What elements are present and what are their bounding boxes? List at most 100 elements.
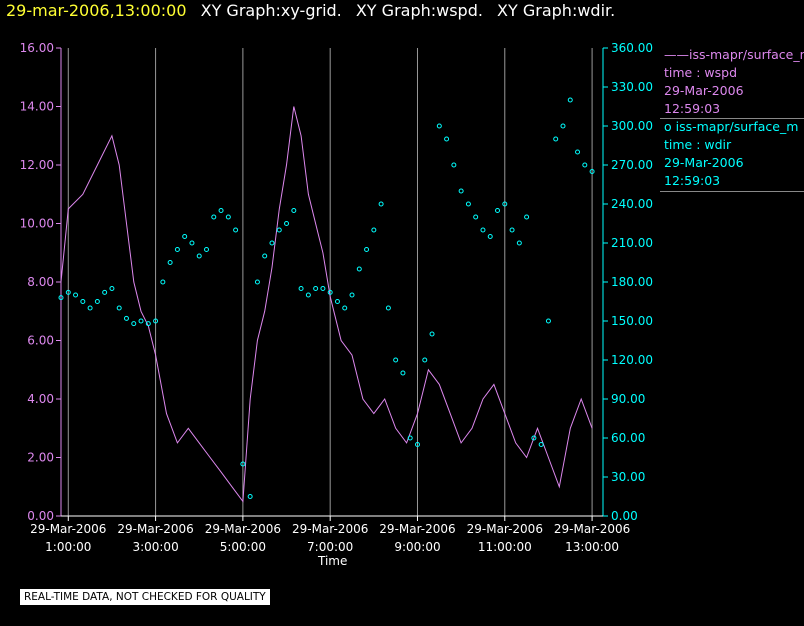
- data-point-wdir: [276, 227, 282, 233]
- x-tick-label-time: 5:00:00: [220, 540, 266, 554]
- data-point-wdir: [582, 162, 588, 168]
- data-point-wdir: [211, 214, 217, 220]
- data-point-wdir: [538, 442, 544, 447]
- data-point-wdir: [131, 321, 137, 327]
- data-point-wdir: [80, 299, 86, 304]
- x-tick-label-time: 1:00:00: [45, 540, 91, 554]
- quality-notice: REAL-TIME DATA, NOT CHECKED FOR QUALITY: [20, 589, 270, 605]
- data-point-wdir: [422, 357, 428, 363]
- data-point-wdir: [400, 370, 406, 376]
- legend: ——iss-mapr/surface_m time : wspd 29-Mar-…: [664, 46, 804, 190]
- y-left-tick-label: 8.00: [27, 275, 54, 289]
- legend-wspd-line: ——iss-mapr/surface_m: [664, 47, 804, 62]
- data-point-wdir: [240, 461, 246, 467]
- data-point-wdir: [371, 227, 377, 233]
- y-left-tick-label: 16.00: [20, 41, 54, 55]
- data-point-wdir: [123, 315, 129, 321]
- y-left-tick-label: 4.00: [27, 392, 54, 406]
- header-title-wspd: XY Graph:wspd.: [355, 1, 483, 20]
- y-right-tick-label: 0.00: [611, 509, 638, 523]
- legend-separator: [660, 118, 804, 119]
- y-left-tick-label: 2.00: [27, 451, 54, 465]
- legend-wdir-date: 29-Mar-2006: [664, 155, 744, 170]
- data-point-wdir: [444, 136, 450, 142]
- x-axis-title: Time: [318, 554, 348, 568]
- data-point-wdir: [545, 318, 551, 324]
- x-tick-label-date: 29-Mar-2006: [467, 522, 543, 536]
- data-point-wdir: [116, 305, 122, 311]
- data-point-wdir: [153, 318, 159, 324]
- x-tick-label-time: 13:00:00: [565, 540, 619, 554]
- data-point-wdir: [73, 292, 79, 298]
- data-point-wdir: [436, 123, 442, 129]
- legend-wspd-time: 12:59:03: [664, 101, 721, 116]
- data-point-wdir: [385, 305, 391, 311]
- data-point-wdir: [465, 201, 471, 207]
- data-point-wdir: [567, 97, 573, 103]
- data-point-wdir: [480, 227, 486, 233]
- data-point-wdir: [291, 208, 297, 213]
- y-right-tick-label: 150.00: [611, 314, 653, 328]
- data-point-wdir: [160, 279, 166, 285]
- data-point-wdir: [225, 214, 231, 220]
- x-tick-label-time: 9:00:00: [394, 540, 440, 554]
- series-line-wspd: [60, 106, 593, 503]
- data-point-wdir: [65, 289, 71, 295]
- y-right-tick-label: 30.00: [611, 470, 645, 484]
- y-right-tick-label: 240.00: [611, 197, 653, 211]
- legend-wdir-line: o iss-mapr/surface_m: [664, 119, 799, 134]
- y-right-tick-label: 270.00: [611, 158, 653, 172]
- y-right-tick-label: 300.00: [611, 119, 653, 133]
- data-point-wdir: [509, 227, 515, 233]
- y-left-tick-label: 0.00: [27, 509, 54, 523]
- x-tick-label-date: 29-Mar-2006: [292, 522, 368, 536]
- x-tick-label-date: 29-Mar-2006: [554, 522, 630, 536]
- data-point-wdir: [327, 289, 333, 295]
- header-timestamp: 29-mar-2006,13:00:00: [6, 1, 187, 20]
- x-tick-label-date: 29-Mar-2006: [379, 522, 455, 536]
- y-left-tick-label: 12.00: [20, 158, 54, 172]
- x-tick-label-time: 11:00:00: [478, 540, 532, 554]
- y-right-tick-label: 210.00: [611, 236, 653, 250]
- data-point-wdir: [407, 435, 413, 441]
- data-point-wdir: [458, 188, 464, 194]
- data-point-wdir: [487, 234, 493, 239]
- legend-separator: [660, 191, 804, 192]
- data-point-wdir: [58, 295, 64, 301]
- data-point-wdir: [254, 279, 260, 285]
- x-tick-label-time: 7:00:00: [307, 540, 353, 554]
- data-point-wdir: [298, 286, 304, 291]
- data-point-wdir: [109, 286, 115, 291]
- y-right-tick-label: 330.00: [611, 80, 653, 94]
- data-point-wdir: [167, 260, 173, 265]
- legend-wspd-axis: time : wspd: [664, 65, 738, 80]
- x-tick-label-date: 29-Mar-2006: [30, 522, 106, 536]
- data-point-wdir: [269, 240, 275, 246]
- data-point-wdir: [524, 214, 530, 220]
- data-point-wdir: [87, 305, 93, 311]
- data-point-wdir: [196, 253, 202, 259]
- data-point-wdir: [320, 286, 326, 291]
- data-point-wdir: [429, 331, 435, 337]
- data-point-wdir: [189, 240, 195, 246]
- data-point-wdir: [233, 227, 239, 233]
- y-left-tick-label: 14.00: [20, 100, 54, 114]
- header-title-grid: XY Graph:xy-grid.: [200, 1, 342, 20]
- data-point-wdir: [553, 136, 559, 142]
- y-right-tick-label: 180.00: [611, 275, 653, 289]
- data-point-wdir: [145, 321, 151, 327]
- data-point-wdir: [204, 247, 210, 252]
- data-point-wdir: [414, 442, 420, 447]
- data-point-wdir: [502, 201, 508, 207]
- data-point-wdir: [94, 299, 100, 304]
- data-point-wdir: [262, 253, 268, 259]
- data-point-wdir: [182, 234, 188, 239]
- y-left-tick-label: 6.00: [27, 334, 54, 348]
- data-point-wdir: [516, 240, 522, 246]
- data-point-wdir: [560, 123, 566, 129]
- data-point-wdir: [378, 201, 384, 207]
- x-tick-label-time: 3:00:00: [132, 540, 178, 554]
- legend-wdir-time: 12:59:03: [664, 173, 721, 188]
- data-point-wdir: [473, 214, 479, 220]
